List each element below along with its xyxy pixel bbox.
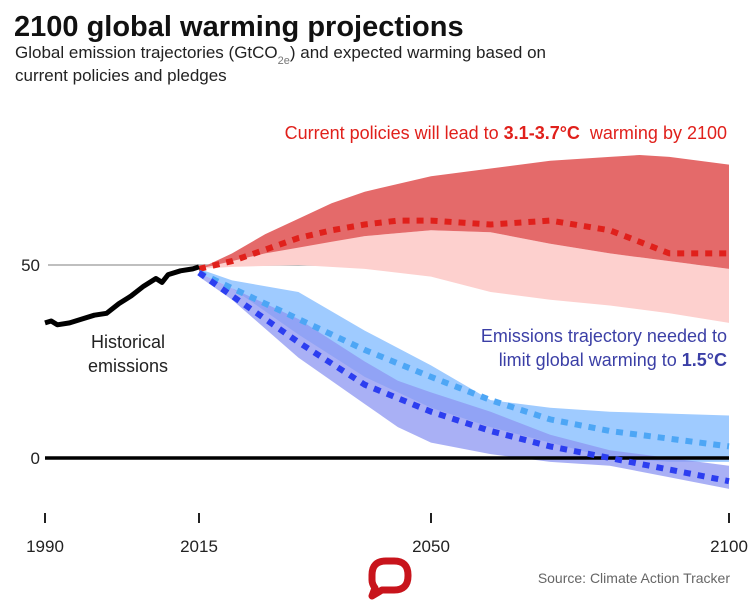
x-tick-label-2100: 2100 [710,537,748,556]
line-1-5-median-a [197,269,730,450]
annotation-1-5-line2: limit global warming to 1.5°C [499,350,727,370]
band-current-policies-inner [199,155,729,269]
annotation-historical-line1: Historical [91,332,165,352]
annotation-historical-line2: emissions [88,356,168,376]
line-historical-emissions [44,264,200,328]
logo [368,557,412,600]
annotation-current-policies: Current policies will lead to 3.1-3.7°C … [285,123,727,143]
y-tick-label-50: 50 [21,256,40,275]
band-1-5-range-a [199,268,729,462]
band-current-policies-outer [199,230,729,323]
y-tick-label-0: 0 [31,449,40,468]
source-note: Source: Climate Action Tracker [538,570,731,586]
chart-subtitle-line2: current policies and pledges [15,66,227,85]
x-tick-label-1990: 1990 [26,537,64,556]
x-tick-label-2015: 2015 [180,537,218,556]
line-current-policies-median [198,217,729,272]
band-1-5-range-b [199,272,729,489]
x-tick-label-2050: 2050 [412,537,450,556]
chart-subtitle: Global emission trajectories (GtCO2e) an… [15,43,546,67]
annotation-1-5-line1: Emissions trajectory needed to [481,326,727,346]
logo-speech-bubble-icon [368,557,412,600]
plot-area: 0 50 1990 2015 2050 2100 [21,155,748,556]
chart-title: 2100 global warming projections [14,11,464,43]
